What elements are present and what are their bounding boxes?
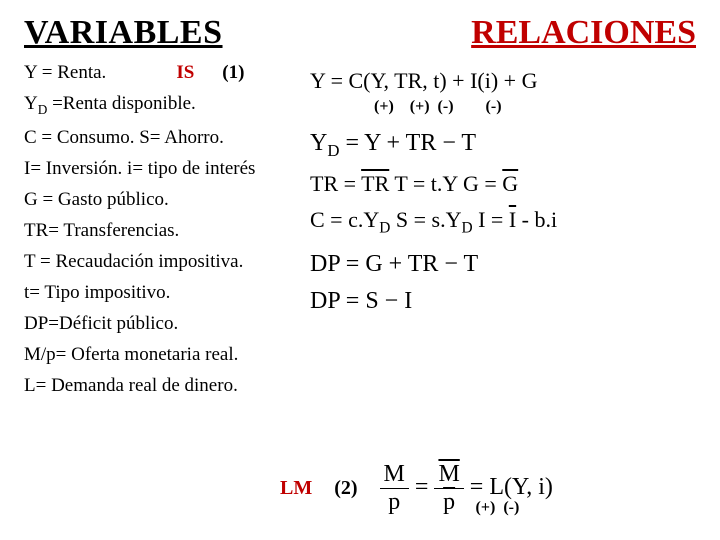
is-number: (1) (222, 62, 244, 84)
eq-i-pre: I = (473, 207, 509, 232)
eq-g-bar: G (502, 171, 518, 196)
heading-variables: VARIABLES (24, 14, 223, 52)
lm-label: LM (280, 477, 312, 500)
eq-mp-rest: = L(Y, i) (470, 474, 553, 500)
eq-s-sub: D (461, 219, 472, 236)
heading-relaciones: RELACIONES (471, 14, 696, 52)
eq-yd: YD = Y + TR − T (310, 130, 710, 161)
var-l: L= Demanda real de dinero. (24, 375, 696, 397)
eq-mp-bar-num: M (434, 461, 463, 488)
lm-row: LM (2) Mp = Mp = L(Y, i) (+) (-) (280, 461, 553, 516)
eq-t: T = t.Y (389, 171, 457, 196)
eq-mp-den: p (380, 488, 409, 516)
eq-mp: Mp = Mp = L(Y, i) (+) (-) (380, 461, 553, 516)
eq-tr-pre: TR = (310, 171, 361, 196)
eq-c-sub: D (379, 219, 390, 236)
eq-c-s-i: C = c.YD S = s.YD I = I - b.i (310, 207, 710, 237)
var-yd-post: =Renta disponible. (47, 93, 195, 114)
eq-mp-bar-den: p (434, 488, 463, 516)
lm-number: (2) (334, 477, 357, 500)
eq-mp-num: M (380, 461, 409, 488)
var-yd-pre: Y (24, 93, 38, 114)
var-mp: M/p= Oferta monetaria real. (24, 344, 696, 366)
eq-y-func: Y = C(Y, TR, t) + I(i) + G (310, 68, 710, 94)
is-label: IS (176, 62, 194, 84)
eq-i-rest: - b.i (516, 207, 557, 232)
eq-yd-rest: = Y + TR − T (339, 130, 476, 156)
eq-c: C = c.Y (310, 207, 379, 232)
eq-g-pre: G = (457, 171, 502, 196)
eq-yd-sub: D (327, 141, 339, 160)
eq-y-signs: (+) (+) (-) (-) (310, 98, 710, 116)
eq-tr-t-g: TR = TR T = t.Y G = G (310, 171, 710, 197)
eq-dp2: DP = S − I (310, 288, 710, 315)
equations-area: Y = C(Y, TR, t) + I(i) + G (+) (+) (-) (… (310, 58, 710, 321)
eq-tr-bar: TR (361, 171, 389, 196)
eq-mp-signs: (+) (-) (476, 499, 520, 517)
eq-yd-y: Y (310, 130, 327, 156)
var-y: Y = Renta. (24, 62, 106, 84)
var-yd-sub: D (38, 102, 48, 117)
eq-dp1: DP = G + TR − T (310, 251, 710, 278)
eq-s: S = s.Y (390, 207, 461, 232)
